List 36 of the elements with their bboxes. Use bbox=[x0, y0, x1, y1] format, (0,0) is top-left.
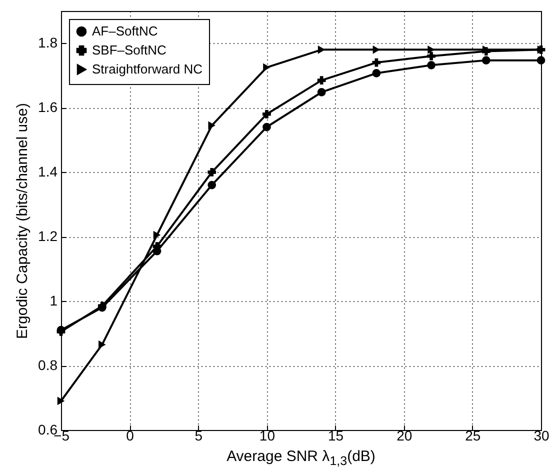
y-tick-label: 1.6 bbox=[38, 99, 58, 116]
y-tick-label: 1.8 bbox=[38, 34, 58, 51]
x-tick-label: 5 bbox=[194, 428, 203, 444]
point bbox=[536, 56, 546, 64]
legend-label: AF–SoftNC bbox=[92, 24, 158, 38]
point bbox=[262, 110, 271, 118]
legend-label: SBF–SoftNC bbox=[92, 42, 166, 58]
legend-label: Straightforward NC bbox=[92, 62, 203, 76]
y-axis-title: Ergodic Capacity (bits/channel use) bbox=[14, 103, 32, 339]
point bbox=[428, 45, 435, 54]
x-tick-label: 20 bbox=[396, 428, 412, 444]
x-tick-label: 10 bbox=[259, 428, 276, 444]
point bbox=[208, 168, 216, 176]
x-tick-label: 30 bbox=[534, 428, 550, 444]
y-tick-label: 1.4 bbox=[38, 164, 58, 180]
point bbox=[263, 63, 270, 72]
point bbox=[317, 76, 326, 84]
x-tick-label: 25 bbox=[465, 428, 481, 444]
y-tick-label: 1 bbox=[50, 292, 58, 309]
point bbox=[208, 121, 216, 130]
y-tick-label: 1.2 bbox=[38, 228, 58, 244]
point bbox=[98, 340, 106, 349]
point bbox=[317, 88, 326, 96]
point bbox=[208, 180, 216, 190]
y-tick-label: 0.8 bbox=[38, 357, 58, 374]
point bbox=[427, 52, 436, 60]
x-tick-label: 15 bbox=[328, 428, 344, 444]
x-tick-label: 0 bbox=[126, 428, 134, 444]
point bbox=[57, 396, 65, 406]
point bbox=[372, 69, 381, 78]
point bbox=[153, 230, 161, 240]
x-axis-title: Average SNR λ$_{1,3}$(dB) bbox=[226, 448, 376, 468]
point bbox=[427, 60, 436, 70]
point bbox=[262, 122, 271, 132]
point bbox=[482, 56, 490, 64]
point bbox=[372, 58, 381, 67]
